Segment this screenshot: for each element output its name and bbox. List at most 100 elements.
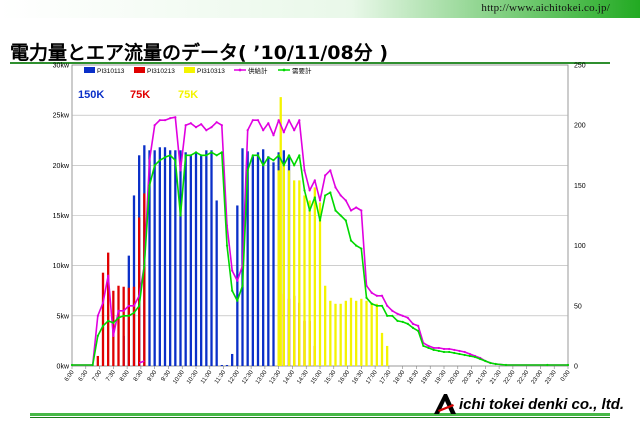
point-juyo <box>194 151 198 154</box>
point-kyokyu <box>282 131 285 134</box>
point-kyokyu <box>287 119 291 122</box>
y-left-tick-label: 15kw <box>53 213 70 220</box>
bar-pi310113 <box>184 152 187 366</box>
footer-divider <box>30 413 610 416</box>
bar-pi310313 <box>277 170 280 366</box>
bar-pi310113 <box>153 150 156 366</box>
point-kyokyu <box>277 119 280 122</box>
power-airflow-chart: 0kw 5kw 10kw 15kw 20kw 25kw 30kw 0 50 100 150 200 25… <box>53 63 586 386</box>
bar-pi310113 <box>251 156 254 366</box>
point-juyo <box>334 209 337 212</box>
point-juyo <box>251 154 254 157</box>
capacity-label: 75K <box>178 89 198 101</box>
bar-pi310113 <box>194 152 198 366</box>
point-juyo <box>205 154 208 157</box>
point-juyo <box>246 169 249 172</box>
legend-label: PI310113 <box>97 68 125 75</box>
bar-pi310113 <box>163 147 167 366</box>
x-tick-label: 15:00 <box>310 369 324 385</box>
x-tick-label: 12:30 <box>241 369 255 385</box>
point-juyo <box>277 154 280 157</box>
x-tick-label: 20:00 <box>448 369 462 385</box>
bar-pi310113 <box>158 147 161 366</box>
bar-pi310113 <box>256 152 260 366</box>
point-juyo <box>215 154 218 157</box>
point-kyokyu <box>293 129 296 132</box>
point-kyokyu <box>468 352 471 356</box>
x-tick-label: 23:00 <box>531 369 545 385</box>
point-juyo <box>127 314 130 317</box>
bar-pi310113 <box>220 364 223 366</box>
point-kyokyu <box>334 186 337 189</box>
x-tick-label: 14:00 <box>283 369 297 385</box>
point-juyo <box>200 154 203 157</box>
x-tick-label: 15:30 <box>324 369 338 385</box>
bar-pi310113 <box>174 150 177 366</box>
chart-area: 0kw 5kw 10kw 15kw 20kw 25kw 30kw 0 50 100 150 200 25… <box>53 63 586 386</box>
bar-pi310313 <box>313 187 316 366</box>
x-tick-label: 12:00 <box>227 369 241 385</box>
bar-pi310313 <box>355 300 358 366</box>
point-juyo <box>153 164 156 167</box>
x-tick-label: 10:30 <box>186 369 200 385</box>
point-juyo <box>473 355 477 359</box>
y-left-tick-label: 30kw <box>53 63 70 70</box>
x-tick-label: 18:30 <box>407 369 421 385</box>
point-kyokyu <box>370 291 373 294</box>
point-kyokyu <box>308 189 311 192</box>
point-juyo <box>406 322 409 325</box>
x-tick-label: 18:00 <box>393 369 407 385</box>
point-juyo <box>417 329 420 332</box>
bar-pi310313 <box>308 200 311 366</box>
point-juyo <box>396 319 399 322</box>
x-tick-label: 8:00 <box>119 369 131 383</box>
bar-pi310313 <box>318 202 322 366</box>
point-kyokyu <box>262 129 265 132</box>
x-tick-label: 17:00 <box>365 369 379 385</box>
point-kyokyu <box>112 334 115 337</box>
point-juyo <box>262 164 265 167</box>
bar-pi310313 <box>386 345 389 366</box>
point-kyokyu <box>107 274 110 277</box>
site-url[interactable]: http://www.aichitokei.co.jp/ <box>481 2 610 14</box>
point-juyo <box>442 350 446 354</box>
point-kyokyu <box>158 119 161 122</box>
point-kyokyu <box>349 209 353 212</box>
point-kyokyu <box>148 159 151 162</box>
point-juyo <box>117 316 120 319</box>
point-kyokyu <box>339 194 342 197</box>
x-tick-label: 21:00 <box>475 369 489 385</box>
y-left-tick-label: 0kw <box>57 364 70 371</box>
y-right-tick-label: 150 <box>574 183 586 190</box>
point-kyokyu <box>153 124 156 127</box>
bar-pi310113 <box>210 150 213 366</box>
point-juyo <box>380 304 384 307</box>
header-band <box>0 0 640 18</box>
point-juyo <box>158 159 161 162</box>
x-tick-label: 11:30 <box>214 369 228 385</box>
point-kyokyu <box>437 346 440 350</box>
bar-pi310213 <box>132 286 136 366</box>
capacity-label: 150K <box>78 89 104 101</box>
bar-pi310113 <box>225 364 229 366</box>
point-juyo <box>122 314 125 317</box>
bar-pi310113 <box>200 155 203 366</box>
point-kyokyu <box>396 312 399 315</box>
x-tick-label: 0:00 <box>560 369 572 383</box>
point-kyokyu <box>344 199 347 202</box>
point-kyokyu <box>231 269 234 272</box>
point-kyokyu <box>375 294 378 297</box>
point-kyokyu <box>174 116 177 119</box>
x-tick-label: 6:30 <box>78 369 90 383</box>
point-juyo <box>220 151 223 154</box>
x-tick-label: 9:00 <box>147 369 159 383</box>
point-juyo <box>324 194 327 197</box>
y-right-tick-label: 250 <box>574 63 586 70</box>
bar-pi310113 <box>215 200 218 366</box>
point-juyo <box>453 351 456 355</box>
x-tick-label: 19:30 <box>434 369 448 385</box>
x-tick-label: 9:30 <box>160 369 172 383</box>
point-juyo <box>546 363 549 367</box>
y-right-tick-label: 100 <box>574 243 586 250</box>
y-right-tick-label: 50 <box>574 303 582 310</box>
